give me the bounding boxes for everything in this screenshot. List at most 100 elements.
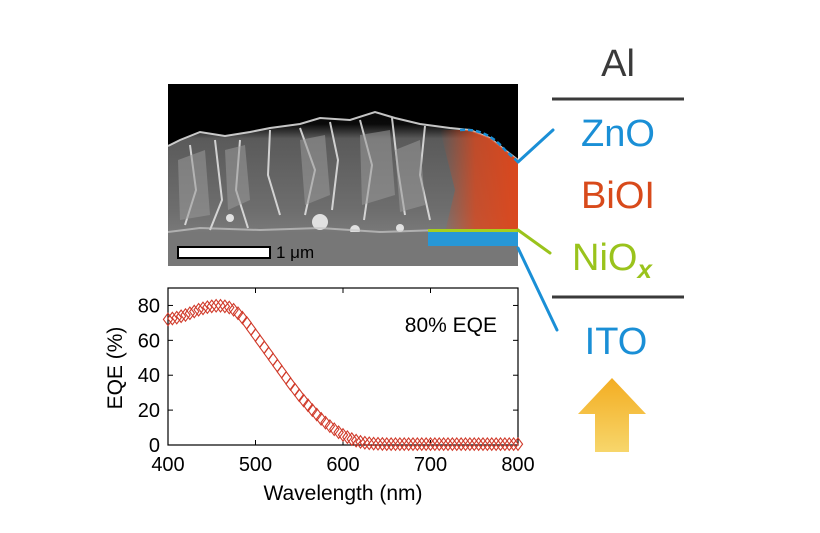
sem-niox-overlay: [428, 229, 518, 232]
eqe-data-point: [403, 437, 414, 452]
eqe-data-point: [307, 402, 318, 418]
eqe-data-point: [171, 310, 183, 325]
eqe-data-point: [512, 437, 524, 452]
y-tick-label: 80: [138, 295, 160, 317]
sem-ito-overlay: [428, 232, 518, 246]
eqe-data-point: [482, 437, 493, 452]
x-tick-label: 600: [326, 454, 359, 476]
eqe-data-point: [499, 437, 511, 452]
eqe-data-point: [311, 407, 323, 422]
eqe-data-point: [350, 433, 362, 448]
eqe-data-point: [315, 411, 327, 426]
eqe-data-point: [385, 437, 397, 452]
eqe-data-point: [429, 437, 441, 452]
y-axis-label: EQE (%): [104, 327, 127, 410]
layer-label-bioi: BiOI: [581, 175, 655, 217]
eqe-data-point: [486, 437, 498, 452]
eqe-data-point: [508, 437, 519, 452]
scale-bar: 1 μm: [177, 243, 314, 262]
connector-ito: [516, 246, 559, 332]
eqe-data-point: [451, 437, 463, 452]
eqe-data-point: [420, 437, 432, 452]
eqe-data-point: [372, 436, 384, 451]
eqe-data-point: [377, 436, 388, 452]
eqe-data-point: [219, 299, 231, 314]
eqe-data-point: [175, 309, 187, 324]
eqe-series: [162, 298, 524, 452]
eqe-data-point: [298, 393, 309, 408]
eqe-data-point: [184, 306, 196, 321]
x-tick-label: 500: [239, 454, 272, 476]
layer-label-niox-main: NiO: [572, 237, 637, 279]
layer-label-ito: ITO: [585, 321, 648, 363]
y-tick-label: 20: [138, 400, 160, 422]
x-tick-label: 700: [414, 454, 447, 476]
plot-frame: [167, 287, 519, 446]
eqe-data-point: [167, 311, 178, 326]
eqe-data-point: [394, 437, 406, 452]
eqe-data-point: [197, 301, 209, 316]
eqe-chart: 400 500 600 700 800 0 20 40 60 80 80% EQE Wavelen…: [104, 287, 535, 505]
eqe-data-point: [416, 437, 428, 452]
eqe-data-point: [477, 437, 489, 452]
eqe-data-point: [455, 437, 467, 452]
y-tick-label: 40: [138, 365, 160, 387]
eqe-data-point: [398, 437, 410, 452]
chart-annotation: 80% EQE: [405, 314, 497, 337]
eqe-data-point: [503, 437, 515, 452]
y-tick-label: 0: [149, 435, 160, 457]
eqe-data-point: [490, 437, 502, 452]
eqe-data-point: [433, 437, 445, 452]
eqe-data-point: [381, 437, 393, 452]
eqe-data-point: [193, 302, 204, 317]
eqe-data-point: [464, 437, 476, 452]
illumination-arrow-icon: [578, 378, 646, 452]
scale-bar-rect: [177, 246, 271, 259]
device-stack: Al ZnO BiOI NiOx ITO: [516, 43, 684, 452]
eqe-data-point: [180, 307, 191, 323]
layer-label-niox: NiOx: [572, 237, 653, 284]
eqe-data-point: [473, 437, 484, 452]
eqe-data-point: [202, 300, 213, 315]
eqe-data-point: [412, 437, 423, 452]
layer-label-al: Al: [601, 43, 635, 85]
layer-label-zno: ZnO: [581, 113, 655, 155]
eqe-data-point: [368, 436, 379, 451]
connector-niox: [516, 228, 552, 255]
eqe-data-point: [355, 434, 366, 449]
sem-vacuum: [168, 84, 518, 160]
eqe-data-point: [447, 437, 458, 452]
scale-bar-label: 1 μm: [276, 243, 314, 262]
connector-zno: [516, 128, 555, 164]
eqe-data-point: [206, 299, 218, 314]
y-tick-label: 60: [138, 330, 160, 352]
sem-image: [168, 84, 518, 266]
eqe-data-point: [425, 437, 436, 452]
eqe-data-point: [359, 435, 371, 450]
eqe-data-point: [460, 437, 471, 452]
eqe-data-point: [442, 437, 454, 452]
eqe-data-point: [228, 302, 239, 317]
eqe-data-point: [468, 437, 480, 452]
eqe-data-point: [162, 312, 174, 327]
sem-grain-facets: [178, 130, 425, 220]
sem-zno-overlay: [459, 128, 518, 163]
eqe-data-point: [363, 436, 375, 451]
eqe-data-point: [188, 304, 200, 319]
eqe-data-point: [210, 298, 222, 313]
eqe-data-point: [320, 415, 331, 430]
eqe-data-point: [407, 437, 419, 452]
eqe-data-point: [302, 398, 314, 413]
eqe-data-point: [438, 437, 449, 452]
axis-ticks: 400 500 600 700 800 0 20 40 60 80: [138, 288, 535, 476]
eqe-data-point: [215, 298, 226, 313]
eqe-data-point: [495, 437, 506, 452]
sem-bioi-overlay: [440, 130, 518, 232]
x-axis-label: Wavelength (nm): [263, 482, 422, 505]
x-tick-label: 800: [501, 454, 534, 476]
eqe-data-point: [390, 437, 401, 452]
x-tick-label: 400: [151, 454, 184, 476]
layer-label-niox-subscript: x: [635, 254, 653, 284]
eqe-data-point: [232, 306, 244, 321]
